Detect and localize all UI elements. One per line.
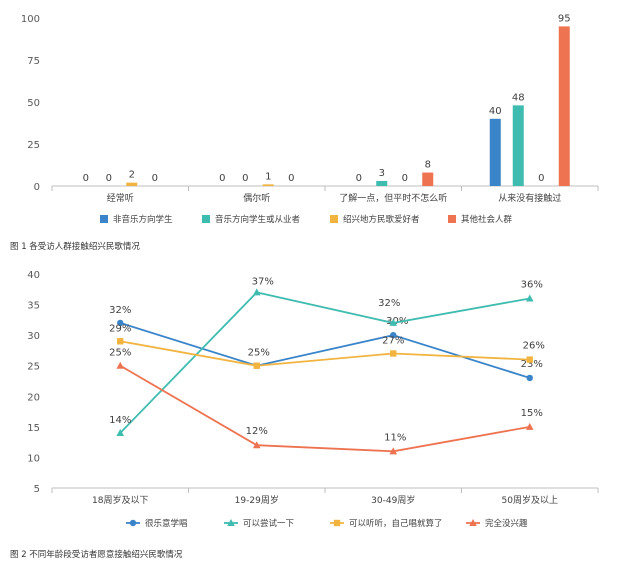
bar [558, 26, 570, 187]
bar-value-label: 2 [129, 170, 135, 181]
legend-swatch [330, 215, 338, 223]
legend-marker [129, 519, 137, 527]
legend-label: 完全没兴趣 [485, 518, 528, 529]
legend-label: 非音乐方向学生 [113, 214, 173, 225]
data-label: 25% [109, 348, 131, 359]
figure-1-caption: 图 1 各受访人群接触绍兴民歌情况 [10, 242, 140, 252]
x-tick-label: 偶尔听 [243, 192, 270, 204]
data-point [252, 288, 261, 296]
data-label: 11% [384, 432, 406, 443]
bar [126, 182, 138, 186]
x-tick-label: 经常听 [107, 192, 134, 204]
bar-value-label: 3 [379, 168, 385, 179]
legend-marker [469, 519, 477, 526]
data-label: 37% [252, 276, 274, 287]
data-point [390, 350, 397, 357]
y-tick-label: 35 [27, 301, 40, 312]
x-tick-label: 19-29周岁 [235, 494, 279, 506]
y-tick-label: 50 [27, 98, 40, 109]
legend-label: 可以尝试一下 [243, 518, 295, 529]
series-line [119, 291, 530, 434]
bar [262, 184, 274, 186]
bar-value-label: 0 [83, 173, 89, 184]
x-tick-label: 30-49周岁 [371, 494, 415, 506]
data-label: 23% [521, 359, 543, 370]
series-line [119, 364, 530, 453]
legend-label: 绍兴地方民歌爱好者 [343, 214, 420, 225]
data-point [253, 362, 260, 369]
data-point [117, 319, 124, 327]
data-label: 29% [109, 323, 131, 334]
bar [512, 105, 524, 186]
bar [422, 172, 434, 186]
y-tick-label: 30 [27, 331, 40, 342]
legend-swatch [202, 215, 210, 223]
data-point [116, 428, 125, 436]
data-point [116, 361, 125, 369]
bar-value-label: 0 [356, 173, 362, 184]
y-tick-label: 0 [34, 182, 40, 193]
bar-value-label: 0 [106, 173, 112, 184]
data-point [252, 441, 261, 449]
x-tick-label: 18周岁及以下 [92, 494, 148, 506]
data-label: 26% [523, 341, 545, 352]
bar-value-label: 0 [219, 173, 225, 184]
data-point [117, 338, 124, 345]
data-point [526, 356, 533, 363]
data-label: 12% [246, 426, 268, 437]
bar-value-label: 0 [288, 173, 294, 184]
bar-value-label: 0 [242, 173, 248, 184]
x-tick-label: 50周岁及以上 [502, 494, 558, 506]
legend-label: 其他社会人群 [461, 214, 513, 225]
data-label: 32% [378, 298, 400, 309]
bar-value-label: 0 [152, 173, 158, 184]
data-point [525, 422, 534, 430]
bar-value-label: 40 [489, 106, 502, 117]
y-tick-label: 25 [27, 362, 40, 373]
bar [489, 118, 501, 186]
bar-value-label: 0 [402, 173, 408, 184]
y-tick-label: 40 [27, 270, 40, 281]
y-tick-label: 25 [27, 140, 40, 151]
data-point [390, 331, 397, 339]
data-point [389, 318, 398, 326]
data-point [525, 294, 534, 302]
y-tick-label: 100 [21, 14, 40, 25]
data-label: 36% [521, 279, 543, 290]
bar-value-label: 95 [558, 13, 571, 24]
legend-marker [227, 519, 235, 526]
legend-label: 音乐方向学生或从业者 [215, 214, 301, 225]
bar-value-label: 48 [512, 92, 525, 103]
legend-label: 可以听听，自己唱就算了 [349, 518, 443, 529]
legend-label: 很乐意学唱 [145, 518, 188, 529]
bar-value-label: 8 [425, 160, 431, 171]
bar-value-label: 0 [538, 173, 544, 184]
data-point [389, 447, 398, 455]
y-tick-label: 10 [27, 453, 40, 464]
x-tick-label: 了解一点，但平时不怎么听 [339, 192, 447, 204]
data-point [526, 374, 533, 382]
legend-swatch [100, 215, 108, 223]
data-label: 15% [521, 408, 543, 419]
chart-1: 0 25 50 75 100 经常听 0 0 2 0 偶尔听 0 0 1 0 了解一点，但平时不怎么听 0 3 0 8… [21, 13, 599, 225]
data-label: 32% [109, 305, 131, 316]
bar [376, 180, 388, 186]
x-tick-label: 从来没有接触过 [498, 192, 561, 204]
y-tick-label: 75 [27, 56, 40, 67]
series-line [120, 340, 530, 367]
legend-marker [333, 519, 341, 527]
y-tick-label: 5 [34, 484, 40, 495]
data-label: 27% [382, 335, 404, 346]
data-label: 14% [109, 415, 131, 426]
data-label: 25% [248, 348, 270, 359]
chart-2: 5 10 15 20 25 30 35 40 18周岁及以下 19-29周岁 30-49周岁 50周岁… [27, 270, 599, 529]
figure-2-caption: 图 2 不同年龄段受访者愿意接触绍兴民歌情况 [10, 550, 183, 560]
legend-swatch [448, 215, 456, 223]
y-tick-label: 15 [27, 423, 40, 434]
y-tick-label: 20 [27, 392, 40, 403]
bar-value-label: 1 [265, 171, 271, 182]
